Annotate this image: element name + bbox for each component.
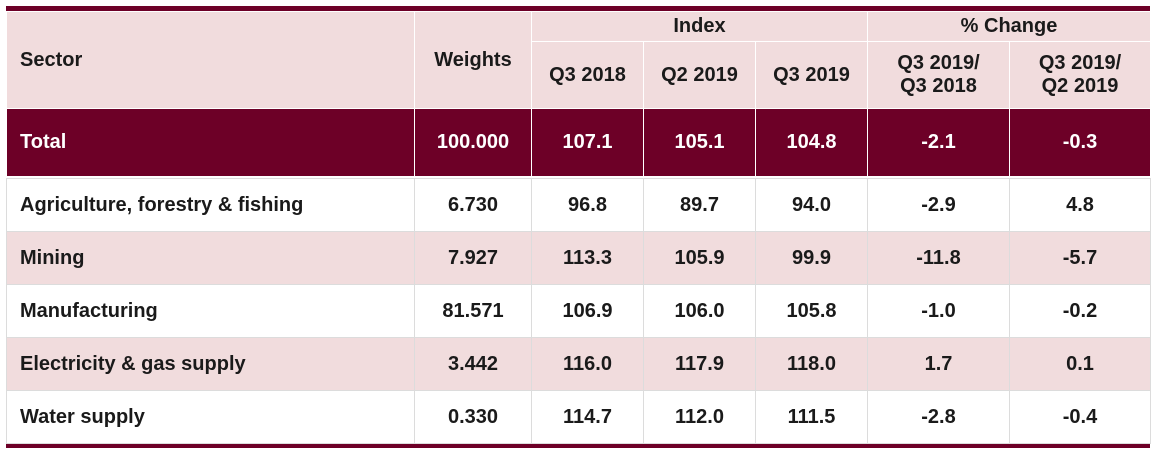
cell-sector: Manufacturing <box>6 284 415 338</box>
header-q3-2019: Q3 2019 <box>755 41 868 109</box>
cell-change-qoq: -5.7 <box>1009 231 1151 285</box>
table-row: Water supply 0.330 114.7 112.0 111.5 -2.… <box>6 390 1151 444</box>
cell-change-yoy: -1.0 <box>867 284 1010 338</box>
header-change-qoq-line1: Q3 2019/ <box>1038 52 1122 74</box>
header-index: Index <box>531 11 868 42</box>
header-change-yoy-line1: Q3 2019/ <box>897 52 980 74</box>
header-change-qoq: Q3 2019/ Q2 2019 <box>1009 41 1151 109</box>
cell-change-qoq: -0.3 <box>1009 108 1151 176</box>
cell-q2-2019: 117.9 <box>643 337 756 391</box>
cell-q3-2018: 116.0 <box>531 337 644 391</box>
header-change-qoq-line2: Q2 2019 <box>1041 75 1119 97</box>
header-change-yoy: Q3 2019/ Q3 2018 <box>867 41 1010 109</box>
cell-weight: 81.571 <box>414 284 532 338</box>
cell-q3-2019: 99.9 <box>755 231 868 285</box>
table-row: Electricity & gas supply 3.442 116.0 117… <box>6 337 1151 391</box>
header-pct-change: % Change <box>867 11 1151 42</box>
cell-q3-2018: 113.3 <box>531 231 644 285</box>
cell-q3-2018: 107.1 <box>531 108 644 176</box>
index-table: Sector Weights Index % Change Q3 2018 Q2… <box>6 11 1151 444</box>
cell-q3-2019: 111.5 <box>755 390 868 444</box>
cell-weight: 3.442 <box>414 337 532 391</box>
cell-change-yoy: -11.8 <box>867 231 1010 285</box>
cell-sector: Electricity & gas supply <box>6 337 415 391</box>
index-table-container: Sector Weights Index % Change Q3 2018 Q2… <box>6 6 1151 448</box>
cell-change-yoy: -2.9 <box>867 178 1010 232</box>
cell-weight: 100.000 <box>414 108 532 176</box>
table-row: Manufacturing 81.571 106.9 106.0 105.8 -… <box>6 284 1151 338</box>
cell-q3-2019: 105.8 <box>755 284 868 338</box>
cell-q2-2019: 89.7 <box>643 178 756 232</box>
cell-q2-2019: 112.0 <box>643 390 756 444</box>
cell-q3-2019: 94.0 <box>755 178 868 232</box>
cell-sector: Agriculture, forestry & fishing <box>6 178 415 232</box>
cell-q3-2018: 106.9 <box>531 284 644 338</box>
table-header: Sector Weights Index % Change Q3 2018 Q2… <box>6 11 1151 109</box>
header-change-yoy-line2: Q3 2018 <box>900 75 977 97</box>
cell-sector: Mining <box>6 231 415 285</box>
cell-q3-2019: 118.0 <box>755 337 868 391</box>
cell-change-yoy: 1.7 <box>867 337 1010 391</box>
row-spacer <box>6 176 1151 179</box>
cell-change-yoy: -2.8 <box>867 390 1010 444</box>
header-sector: Sector <box>6 11 415 109</box>
cell-weight: 0.330 <box>414 390 532 444</box>
cell-change-qoq: 4.8 <box>1009 178 1151 232</box>
table-row: Mining 7.927 113.3 105.9 99.9 -11.8 -5.7 <box>6 231 1151 285</box>
top-border <box>6 6 1150 11</box>
cell-sector: Water supply <box>6 390 415 444</box>
cell-q3-2018: 114.7 <box>531 390 644 444</box>
header-weights: Weights <box>414 11 532 109</box>
cell-q3-2018: 96.8 <box>531 178 644 232</box>
header-q2-2019: Q2 2019 <box>643 41 756 109</box>
table-row: Agriculture, forestry & fishing 6.730 96… <box>6 178 1151 232</box>
table-row-total: Total 100.000 107.1 105.1 104.8 -2.1 -0.… <box>6 108 1151 176</box>
bottom-border <box>6 444 1150 448</box>
cell-q2-2019: 105.9 <box>643 231 756 285</box>
cell-q3-2019: 104.8 <box>755 108 868 176</box>
cell-change-qoq: 0.1 <box>1009 337 1151 391</box>
cell-change-qoq: -0.2 <box>1009 284 1151 338</box>
cell-change-yoy: -2.1 <box>867 108 1010 176</box>
cell-q2-2019: 105.1 <box>643 108 756 176</box>
cell-weight: 7.927 <box>414 231 532 285</box>
cell-sector: Total <box>6 108 415 176</box>
cell-change-qoq: -0.4 <box>1009 390 1151 444</box>
header-q3-2018: Q3 2018 <box>531 41 644 109</box>
cell-q2-2019: 106.0 <box>643 284 756 338</box>
cell-weight: 6.730 <box>414 178 532 232</box>
